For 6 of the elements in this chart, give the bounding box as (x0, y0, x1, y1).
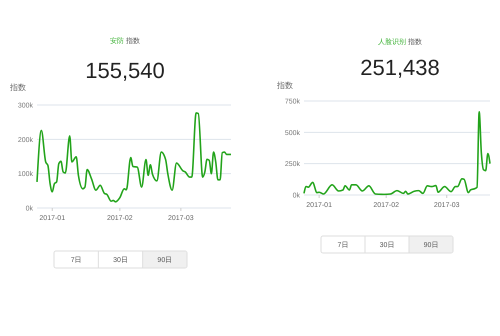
line-series (36, 112, 232, 203)
y-axis-title: 指数 (276, 81, 293, 90)
chart-subtitle: 155,540 (85, 58, 165, 83)
y-axis-title: 指数 (9, 83, 26, 92)
chart-subtitle: 251,438 (360, 55, 440, 80)
line-series (303, 110, 491, 196)
